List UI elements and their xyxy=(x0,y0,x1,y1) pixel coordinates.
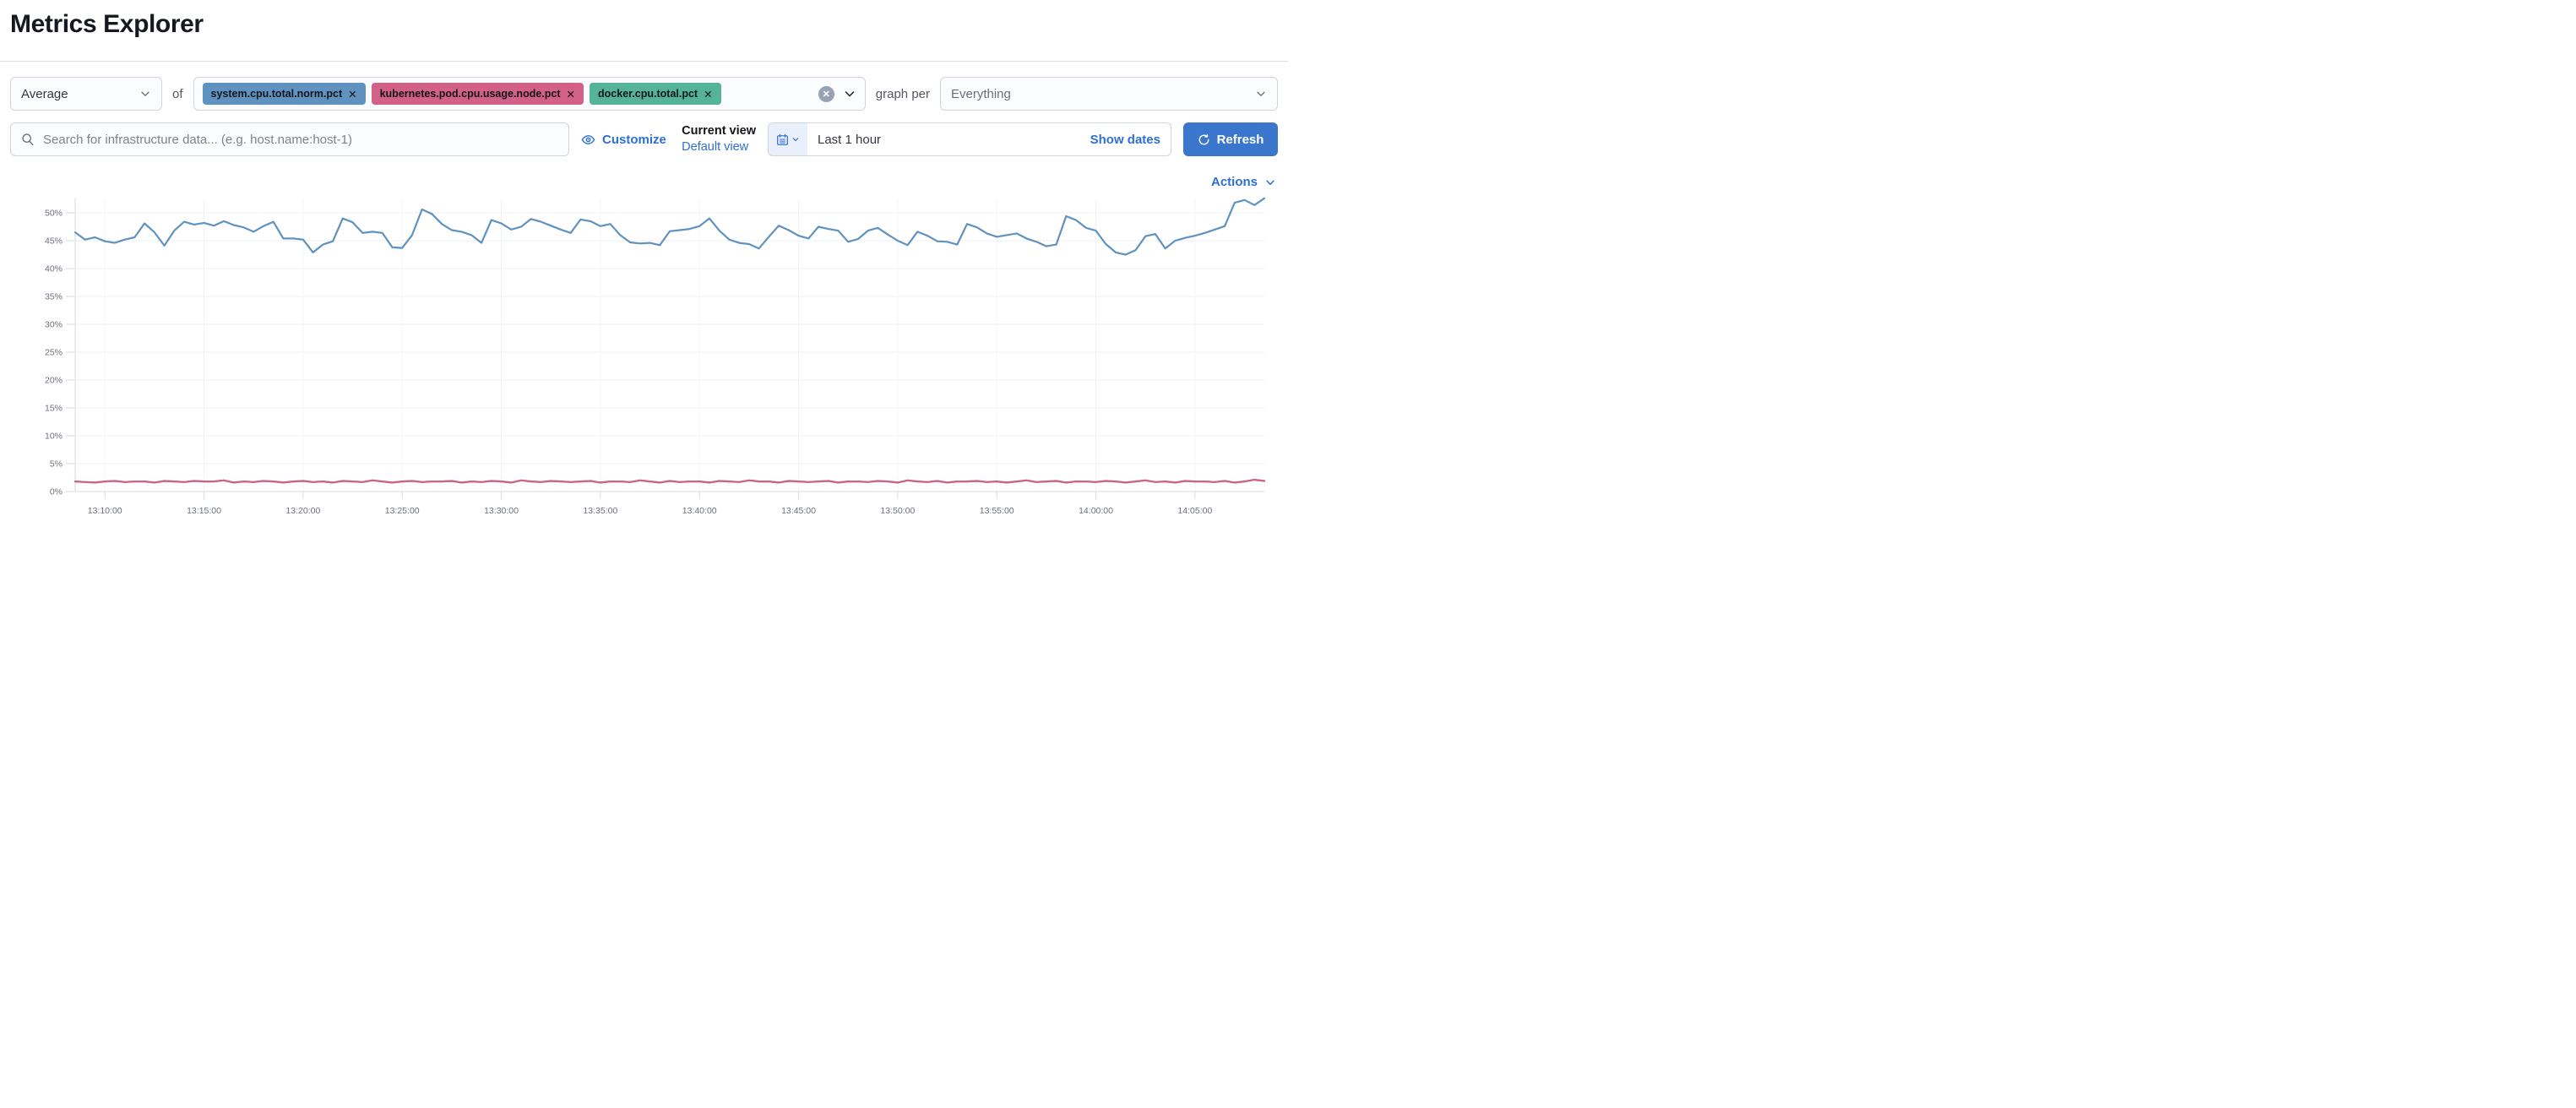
x-axis-tick-label: 14:05:00 xyxy=(1177,506,1212,516)
metric-pill-list: system.cpu.total.norm.pct ✕ kubernetes.p… xyxy=(202,83,812,105)
y-axis-tick-label: 45% xyxy=(45,236,62,247)
aggregation-value: Average xyxy=(21,86,68,101)
chevron-down-icon xyxy=(1255,88,1267,100)
x-axis-tick-label: 13:30:00 xyxy=(484,506,519,516)
remove-metric-icon[interactable]: ✕ xyxy=(704,88,713,100)
y-axis-tick-label: 30% xyxy=(45,320,62,330)
of-label: of xyxy=(172,86,183,101)
actions-row: Actions xyxy=(10,175,1278,189)
customize-button[interactable]: Customize xyxy=(581,133,666,147)
x-axis-tick-label: 13:10:00 xyxy=(88,506,122,516)
customize-label: Customize xyxy=(602,132,666,147)
x-axis-tick-label: 13:45:00 xyxy=(781,506,816,516)
chevron-down-icon xyxy=(1264,177,1276,188)
x-axis-tick-label: 13:20:00 xyxy=(285,506,320,516)
chevron-down-icon xyxy=(139,88,151,100)
view-switcher: Current view Default view xyxy=(682,123,756,155)
y-axis-tick-label: 35% xyxy=(45,292,62,302)
header-divider xyxy=(0,61,1288,62)
chevron-down-icon[interactable] xyxy=(843,87,856,100)
show-dates-link[interactable]: Show dates xyxy=(1090,132,1160,147)
metrics-explorer-page: Metrics Explorer Average of system.cpu.t… xyxy=(0,10,1288,532)
metric-pill-label: kubernetes.pod.cpu.usage.node.pct xyxy=(379,88,561,100)
group-by-select[interactable]: Everything xyxy=(940,77,1278,111)
remove-metric-icon[interactable]: ✕ xyxy=(348,88,357,100)
refresh-icon xyxy=(1198,133,1210,146)
y-axis-tick-label: 40% xyxy=(45,264,62,274)
calendar-icon xyxy=(776,133,789,146)
metric-controls-row: Average of system.cpu.total.norm.pct ✕ k… xyxy=(10,77,1278,111)
search-box xyxy=(10,122,569,156)
chevron-down-icon xyxy=(791,135,800,144)
x-axis-tick-label: 13:15:00 xyxy=(187,506,221,516)
series-line-kubernetes.pod.cpu.usage.node.pct xyxy=(73,479,1266,484)
y-axis-tick-label: 20% xyxy=(45,376,62,386)
y-axis-tick-label: 5% xyxy=(50,459,62,470)
search-icon xyxy=(21,133,35,146)
metric-pill-docker-cpu[interactable]: docker.cpu.total.pct ✕ xyxy=(590,83,721,105)
x-axis-tick-label: 14:00:00 xyxy=(1079,506,1113,516)
default-view-link[interactable]: Default view xyxy=(682,140,749,154)
y-axis-tick-label: 50% xyxy=(45,209,62,219)
y-axis-tick-label: 0% xyxy=(50,487,62,497)
combo-controls: ✕ xyxy=(818,85,856,102)
metrics-combo-box[interactable]: system.cpu.total.norm.pct ✕ kubernetes.p… xyxy=(193,77,866,111)
x-axis-tick-label: 13:25:00 xyxy=(385,506,420,516)
clear-all-metrics-button[interactable]: ✕ xyxy=(818,85,834,102)
y-axis-tick-label: 25% xyxy=(45,348,62,358)
search-controls-row: Customize Current view Default view Last… xyxy=(10,122,1278,156)
x-axis-tick-label: 13:50:00 xyxy=(880,506,915,516)
y-axis-tick-label: 10% xyxy=(45,432,62,442)
refresh-button[interactable]: Refresh xyxy=(1183,122,1278,156)
metric-pill-kubernetes-pod-cpu[interactable]: kubernetes.pod.cpu.usage.node.pct ✕ xyxy=(371,83,584,105)
series-line-system.cpu.total.norm.pct xyxy=(73,197,1266,256)
graph-per-label: graph per xyxy=(875,86,930,101)
group-by-value: Everything xyxy=(951,86,1011,101)
page-title: Metrics Explorer xyxy=(10,10,204,38)
x-axis-tick-label: 13:40:00 xyxy=(682,506,717,516)
current-view-label: Current view xyxy=(682,124,756,138)
remove-metric-icon[interactable]: ✕ xyxy=(566,88,576,100)
metric-pill-label: system.cpu.total.norm.pct xyxy=(210,88,343,100)
y-axis-tick-label: 15% xyxy=(45,404,62,414)
time-range-value[interactable]: Last 1 hour xyxy=(818,132,882,147)
eye-icon xyxy=(581,133,595,147)
actions-label: Actions xyxy=(1210,175,1258,189)
date-picker: Last 1 hour Show dates xyxy=(768,122,1171,156)
x-axis-tick-label: 13:55:00 xyxy=(980,506,1014,516)
quick-select-button[interactable] xyxy=(769,123,807,155)
refresh-label: Refresh xyxy=(1216,132,1264,147)
search-input[interactable] xyxy=(43,132,558,147)
metric-pill-label: docker.cpu.total.pct xyxy=(598,88,698,100)
metric-pill-system-cpu[interactable]: system.cpu.total.norm.pct ✕ xyxy=(202,83,366,105)
actions-button[interactable]: Actions xyxy=(1211,175,1276,189)
x-axis-tick-label: 13:35:00 xyxy=(583,506,617,516)
metrics-chart[interactable]: 0% 5% 10% 15% 20% 25% 30% 35% 40% 45% 50% 13:10:00 1… xyxy=(10,194,1278,532)
aggregation-select[interactable]: Average xyxy=(10,77,162,111)
